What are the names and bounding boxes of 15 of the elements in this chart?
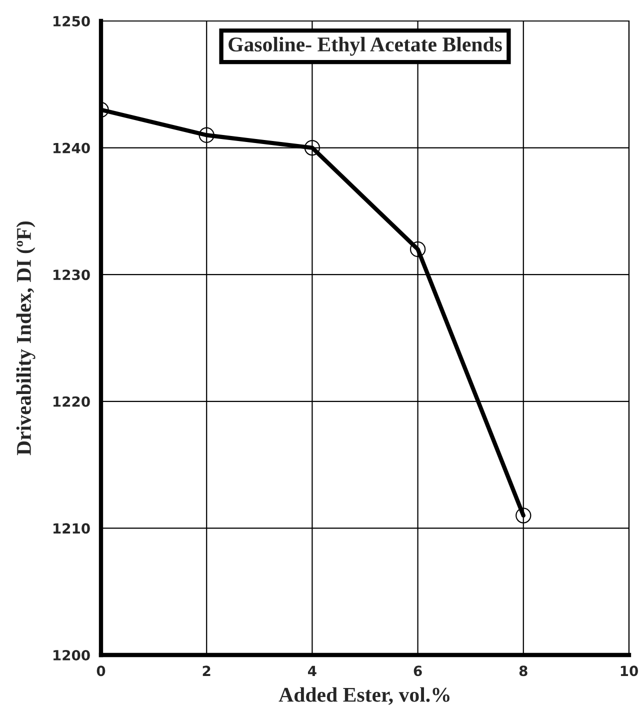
x-tick-label: 4 xyxy=(308,666,316,676)
text: Gasoline- Ethyl Acetate Blends xyxy=(228,36,502,56)
x-axis-title: Added Ester, vol.% xyxy=(278,687,450,705)
y-axis-title: Driveability Index, DI (ºF) xyxy=(16,221,36,456)
x-tick-label: 2 xyxy=(202,666,210,676)
y-tick-label: 1200 xyxy=(53,650,90,660)
x-tick-label: 8 xyxy=(519,666,528,676)
x-tick-label: 0 xyxy=(96,666,106,676)
y-tick-label: 1210 xyxy=(53,523,90,534)
y-tick-label: 1250 xyxy=(53,16,90,26)
x-tick-label: 6 xyxy=(414,666,422,676)
x-tick-label: 10 xyxy=(620,666,638,676)
y-tick-label: 1220 xyxy=(53,396,90,407)
y-tick-label: 1240 xyxy=(53,142,90,154)
y-tick-label: 1230 xyxy=(53,270,90,280)
